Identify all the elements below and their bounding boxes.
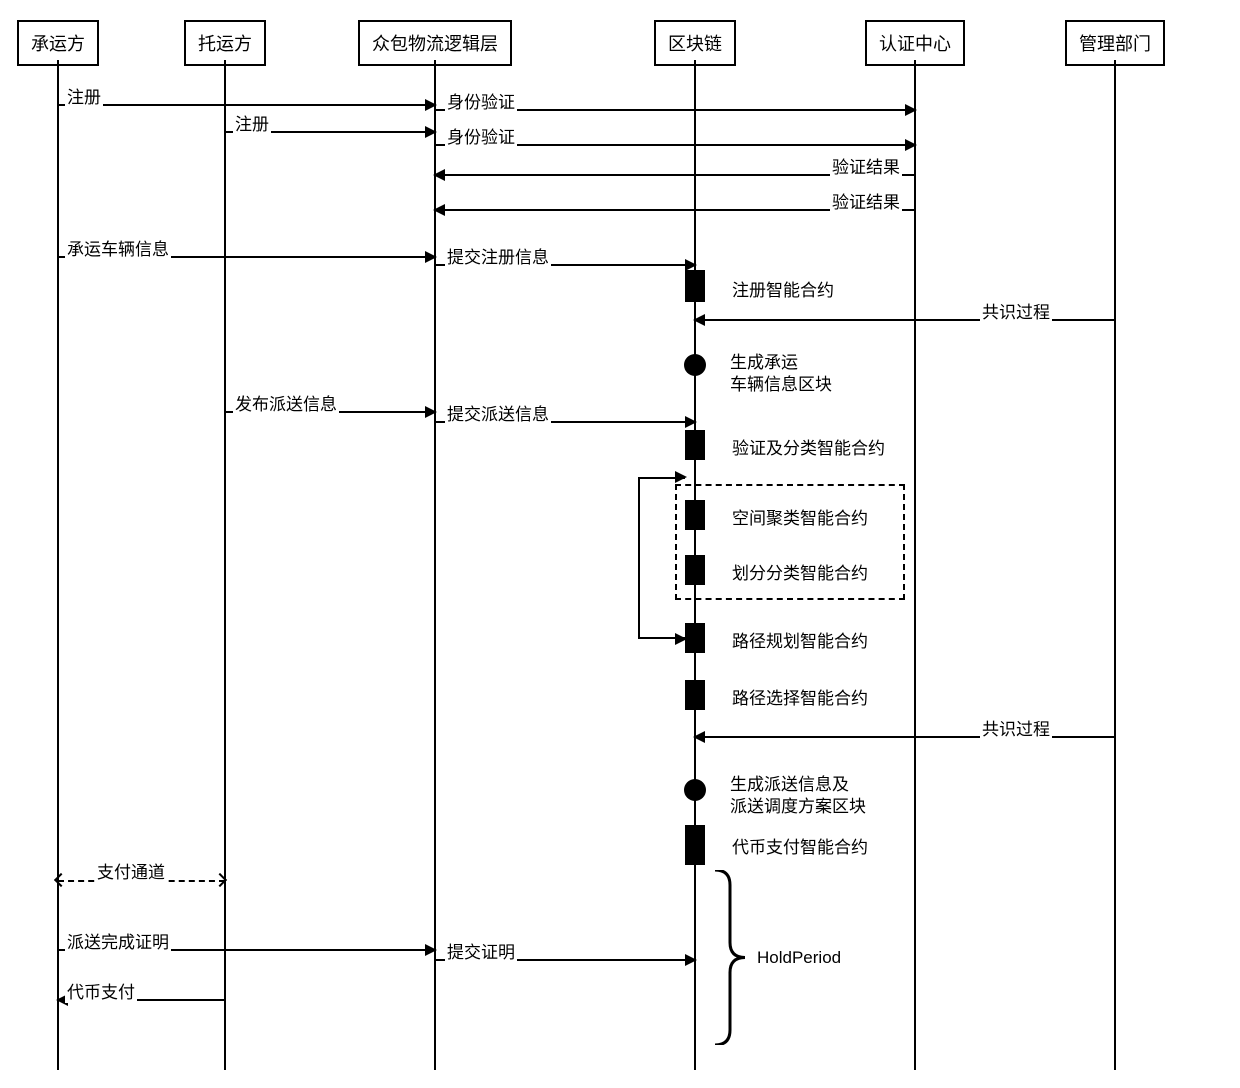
event-circle [684, 779, 706, 801]
lifeline-auth [914, 60, 916, 1070]
message-label: 注册 [65, 83, 103, 108]
lifeline-carrier [57, 60, 59, 1070]
arrow-head [905, 139, 917, 151]
arrow-head [425, 944, 437, 956]
arrow-head [693, 731, 705, 743]
message-label: 验证结果 [830, 188, 902, 213]
arrow-head [675, 633, 687, 645]
activation-bar [685, 825, 705, 865]
arrow-head [685, 954, 697, 966]
activation-label: 验证及分类智能合约 [730, 434, 887, 459]
fragment-box [675, 484, 905, 600]
activation-bar [685, 680, 705, 710]
message-label: 支付通道 [95, 858, 167, 883]
arrow-head [675, 471, 687, 483]
message-label: 注册 [233, 110, 271, 135]
message-label: 派送完成证明 [65, 928, 171, 953]
event-circle [684, 354, 706, 376]
arrow-head [425, 406, 437, 418]
message-label: 身份验证 [445, 123, 517, 148]
lifeline-shipper [224, 60, 226, 1070]
brace-label: HoldPeriod [755, 948, 843, 968]
message-label: 提交证明 [445, 938, 517, 963]
activation-label: 代币支付智能合约 [730, 833, 870, 858]
message-arrow [695, 319, 1115, 321]
message-arrow [695, 736, 1115, 738]
lifeline-admin [1114, 60, 1116, 1070]
activation-label: 注册智能合约 [730, 276, 836, 301]
activation-label: 路径规划智能合约 [730, 627, 870, 652]
event-label: 派送调度方案区块 [728, 792, 868, 817]
arrow-head [905, 104, 917, 116]
arrow-head [685, 416, 697, 428]
arrow-head [433, 204, 445, 216]
activation-bar [685, 270, 705, 302]
sequence-diagram: 承运方托运方众包物流逻辑层区块链认证中心管理部门注册身份验证注册身份验证验证结果… [10, 10, 1230, 1078]
message-label: 提交注册信息 [445, 243, 551, 268]
activation-bar [685, 623, 705, 653]
message-arrow [58, 104, 435, 106]
arrow-head [425, 251, 437, 263]
message-label: 代币支付 [65, 978, 137, 1003]
self-message [638, 477, 685, 639]
message-label: 发布派送信息 [233, 390, 339, 415]
message-label: 验证结果 [830, 153, 902, 178]
arrow-head [693, 314, 705, 326]
message-label: 提交派送信息 [445, 400, 551, 425]
event-label: 车辆信息区块 [728, 370, 834, 395]
message-label: 共识过程 [980, 715, 1052, 740]
message-label: 身份验证 [445, 88, 517, 113]
brace [710, 870, 760, 1045]
message-label: 承运车辆信息 [65, 235, 171, 260]
activation-label: 路径选择智能合约 [730, 684, 870, 709]
arrow-head [433, 169, 445, 181]
message-label: 共识过程 [980, 298, 1052, 323]
activation-bar [685, 430, 705, 460]
arrow-head [425, 126, 437, 138]
